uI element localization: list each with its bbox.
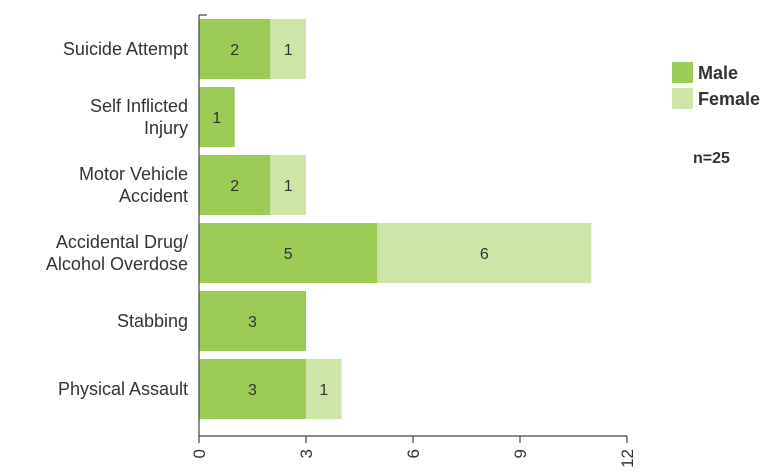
legend-label-male: Male [698, 63, 738, 83]
category-label: Injury [144, 118, 188, 138]
category-label: Accidental Drug/ [56, 232, 188, 252]
bar-value-label: 1 [284, 178, 293, 195]
x-tick-label: 6 [404, 449, 423, 458]
bar-female-0 [270, 19, 306, 79]
bar-male-5 [199, 359, 306, 419]
x-tick-label: 9 [511, 449, 530, 458]
x-tick-label: 3 [297, 449, 316, 458]
legend-swatch-female [672, 88, 693, 109]
bar-value-label: 3 [248, 314, 257, 331]
category-label: Motor Vehicle [79, 164, 188, 184]
axes [198, 14, 628, 443]
legend-swatch-male [672, 62, 693, 83]
bar-value-label: 1 [212, 110, 221, 127]
x-tick-label: 12 [618, 449, 637, 468]
bar-male-0 [199, 19, 271, 79]
legend-label-female: Female [698, 89, 760, 109]
x-tick-label: 0 [190, 449, 209, 458]
bar-value-label: 2 [230, 178, 239, 195]
x-tick-labels: 0 3 6 9 12 [190, 449, 637, 468]
bar-value-label: 1 [319, 382, 328, 399]
category-label: Physical Assault [58, 379, 188, 399]
bar-value-label: 6 [480, 246, 489, 263]
category-label: Suicide Attempt [63, 39, 188, 59]
category-label: Self Inflicted [90, 96, 188, 116]
category-label: Stabbing [117, 311, 188, 331]
bar-female-3 [377, 223, 592, 283]
bar-value-label: 5 [284, 246, 293, 263]
bar-female-2 [270, 155, 306, 215]
bar-male-1 [199, 87, 235, 147]
category-label: Alcohol Overdose [46, 254, 188, 274]
bar-value-label: 2 [230, 42, 239, 59]
legend: Male Female [672, 62, 760, 109]
category-label: Accident [119, 186, 188, 206]
bars-group: 2 1 1 2 1 5 6 3 3 1 [199, 19, 592, 419]
sample-size-note: n=25 [693, 150, 730, 167]
bar-value-label: 3 [248, 382, 257, 399]
bar-male-4 [199, 291, 306, 351]
bar-male-3 [199, 223, 378, 283]
bar-female-5 [306, 359, 342, 419]
bar-male-2 [199, 155, 271, 215]
bar-value-label: 1 [284, 42, 293, 59]
